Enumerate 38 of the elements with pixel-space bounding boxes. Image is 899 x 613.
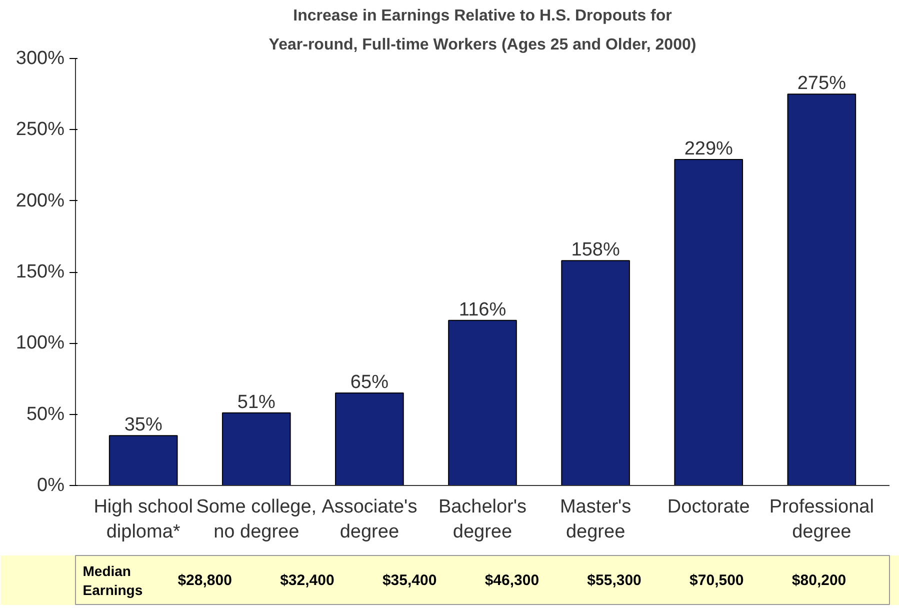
bar <box>561 260 630 486</box>
x-tick-label: High school diploma* <box>94 496 193 543</box>
x-tick-label: Master's degree <box>560 496 632 543</box>
text: $55,300 <box>587 572 642 589</box>
y-tick-label: 50% <box>26 404 65 425</box>
text: $28,800 <box>178 572 232 589</box>
data-label: 158% <box>571 240 620 261</box>
y-tick-label: 150% <box>16 262 65 282</box>
data-label: 51% <box>237 392 276 413</box>
text: $32,400 <box>280 572 334 589</box>
x-tick-label: Associate's degree <box>322 496 418 543</box>
x-tick-label: Doctorate <box>667 496 750 518</box>
text: $35,400 <box>382 572 437 589</box>
text: $70,500 <box>690 572 744 589</box>
chart-title: Increase in Earnings Relative to H.S. Dropouts for <box>293 8 672 24</box>
x-tick-label: Professional degree <box>769 496 874 543</box>
bar <box>222 412 291 486</box>
x-tick-label: Bachelor's degree <box>438 496 527 543</box>
text: $46,300 <box>484 572 540 589</box>
chart-subtitle: Year-round, Full-time Workers (Ages 25 and Older, 2000) <box>268 36 696 54</box>
data-label: 116% <box>458 299 506 320</box>
bar <box>108 435 178 486</box>
data-label: 229% <box>684 138 734 160</box>
y-tick-label: 300% <box>16 48 65 69</box>
data-label: 275% <box>797 73 846 94</box>
data-label: 65% <box>350 372 389 393</box>
text: Median Earnings <box>82 562 143 598</box>
y-tick-label: 200% <box>16 190 65 212</box>
bar <box>448 320 517 486</box>
y-tick-label: 250% <box>16 119 65 140</box>
bar <box>787 94 856 486</box>
data-label: 35% <box>124 414 162 436</box>
bar <box>335 392 404 486</box>
bar <box>674 159 744 486</box>
y-tick-label: 0% <box>37 475 65 496</box>
x-tick-label: Some college, no degree <box>196 496 317 543</box>
text: $80,200 <box>792 572 846 589</box>
y-tick-label: 100% <box>16 332 65 354</box>
